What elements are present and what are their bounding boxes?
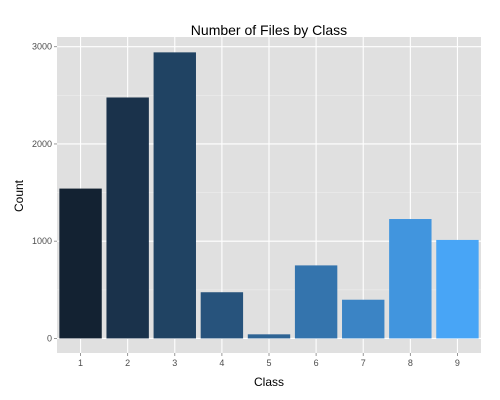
bar <box>200 292 244 339</box>
chart-title: Number of Files by Class <box>191 22 347 38</box>
bars <box>59 52 479 339</box>
bar <box>59 188 102 339</box>
bar <box>342 299 385 339</box>
bar <box>153 52 196 339</box>
bar <box>106 97 149 339</box>
x-tick-label: 1 <box>78 358 83 368</box>
x-axis-title: Class <box>254 375 284 389</box>
x-axis: 1 2 3 4 5 6 7 8 9 <box>78 353 460 368</box>
bar <box>436 239 479 339</box>
y-tick-label: 3000 <box>32 42 52 52</box>
x-tick-label: 7 <box>361 358 366 368</box>
y-axis-title: Count <box>12 179 26 212</box>
x-tick-label: 3 <box>172 358 177 368</box>
bar <box>247 334 291 339</box>
bar <box>294 265 338 339</box>
x-tick-label: 4 <box>219 358 224 368</box>
x-tick-label: 9 <box>455 358 460 368</box>
x-tick-label: 5 <box>266 358 271 368</box>
y-tick-label: 2000 <box>32 139 52 149</box>
x-tick-label: 2 <box>125 358 130 368</box>
x-tick-label: 8 <box>408 358 413 368</box>
y-axis: 0 1000 2000 3000 <box>32 42 57 343</box>
y-tick-label: 0 <box>47 333 52 343</box>
bar <box>389 219 432 339</box>
x-tick-label: 6 <box>314 358 319 368</box>
y-tick-label: 1000 <box>32 236 52 246</box>
